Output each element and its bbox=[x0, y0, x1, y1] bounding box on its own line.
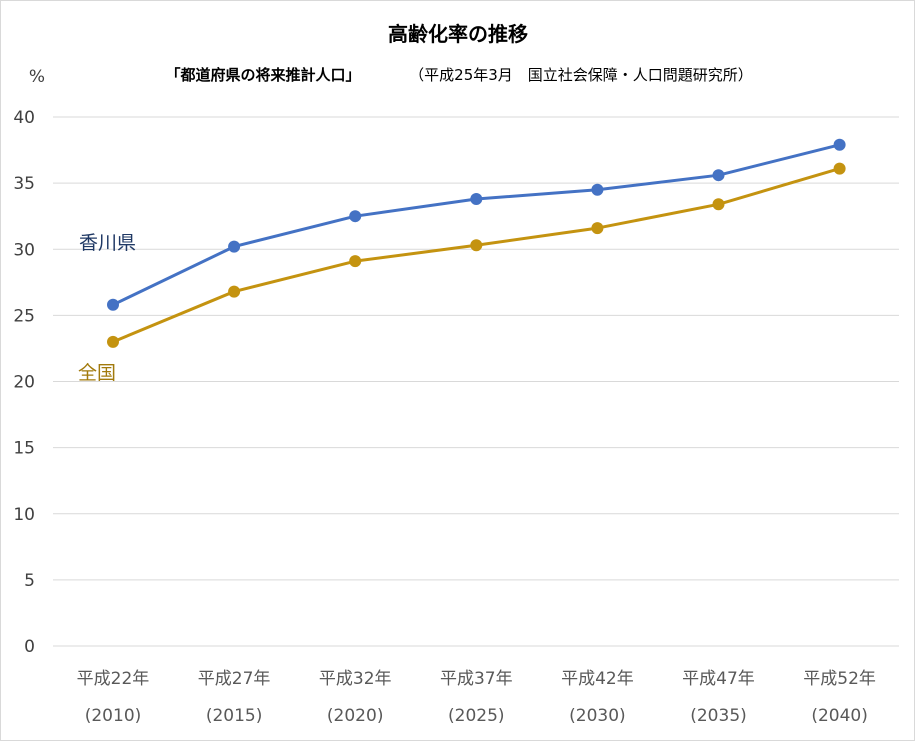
x-tick-sublabel: (2025) bbox=[448, 706, 505, 726]
x-tick-label: 平成42年 bbox=[561, 669, 634, 689]
data-point bbox=[349, 255, 362, 268]
chart-subtitle-source: 「都道府県の将来推計人口」 bbox=[165, 66, 360, 84]
data-point bbox=[591, 222, 604, 235]
x-tick-sublabel: (2015) bbox=[206, 706, 263, 726]
y-tick-label: 40 bbox=[13, 108, 35, 128]
x-tick-label: 平成32年 bbox=[319, 669, 392, 689]
data-point bbox=[228, 285, 241, 298]
x-tick-sublabel: (2035) bbox=[690, 706, 747, 726]
data-point bbox=[712, 198, 725, 211]
chart-subtitle-note: （平成25年3月 国立社会保障・人口問題研究所） bbox=[409, 66, 753, 84]
data-point bbox=[712, 169, 725, 182]
x-tick-label: 平成52年 bbox=[803, 669, 876, 689]
x-tick-sublabel: (2020) bbox=[327, 706, 384, 726]
data-point bbox=[107, 298, 119, 311]
y-tick-label: 35 bbox=[13, 174, 35, 194]
x-tick-label: 平成22年 bbox=[77, 669, 150, 689]
data-point bbox=[228, 240, 241, 253]
x-tick-label: 平成37年 bbox=[440, 669, 513, 689]
y-tick-label: 5 bbox=[24, 571, 35, 591]
series-label-kagawa: 香川県 bbox=[79, 232, 136, 254]
data-point bbox=[591, 183, 604, 196]
y-axis-ticks: 0 5 10 15 20 25 30 35 40 bbox=[13, 108, 35, 657]
chart-title: 高齢化率の推移 bbox=[388, 22, 528, 46]
data-point bbox=[833, 138, 846, 151]
data-point bbox=[470, 192, 483, 205]
data-point bbox=[107, 335, 119, 348]
y-tick-label: 10 bbox=[13, 505, 35, 525]
series-line bbox=[112, 143, 840, 307]
data-point bbox=[349, 210, 362, 223]
y-tick-label: 20 bbox=[13, 373, 35, 393]
grid-layer bbox=[53, 116, 899, 647]
y-tick-label: 15 bbox=[13, 439, 35, 459]
series-label-national: 全国 bbox=[78, 362, 116, 384]
data-point bbox=[470, 239, 483, 252]
x-tick-label: 平成47年 bbox=[682, 669, 755, 689]
series-layer bbox=[107, 138, 846, 348]
y-axis-unit-label: % bbox=[29, 67, 45, 87]
y-tick-label: 25 bbox=[13, 306, 35, 326]
x-tick-sublabel: (2010) bbox=[85, 706, 142, 726]
y-tick-label: 0 bbox=[24, 637, 35, 657]
x-tick-sublabel: (2040) bbox=[811, 706, 868, 726]
x-axis-ticks: 平成22年 (2010) 平成27年 (2015) 平成32年 (2020) 平成37年 (2… bbox=[77, 669, 876, 726]
data-point bbox=[833, 162, 846, 175]
x-tick-label: 平成27年 bbox=[198, 669, 271, 689]
y-tick-label: 30 bbox=[13, 240, 35, 260]
x-tick-sublabel: (2030) bbox=[569, 706, 626, 726]
